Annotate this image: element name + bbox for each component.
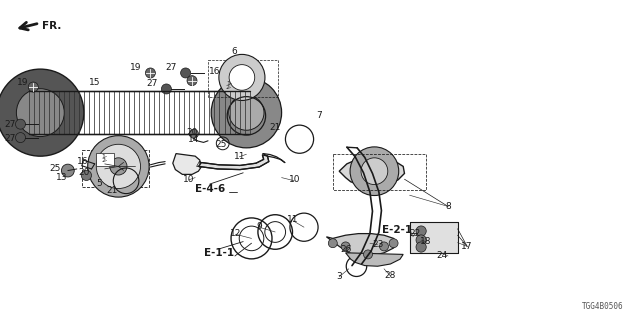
Circle shape	[28, 82, 38, 92]
Bar	[29, 91, 250, 134]
Text: 19: 19	[130, 63, 141, 72]
Text: E-4-6: E-4-6	[195, 184, 225, 194]
Circle shape	[229, 65, 255, 90]
Text: 18: 18	[420, 237, 431, 246]
Circle shape	[180, 68, 191, 78]
Circle shape	[0, 69, 84, 156]
Polygon shape	[198, 155, 269, 170]
Circle shape	[88, 136, 149, 197]
Text: 20: 20	[79, 168, 90, 177]
Text: 4: 4	[196, 161, 201, 170]
Circle shape	[61, 164, 74, 177]
Text: 10: 10	[183, 175, 195, 184]
Circle shape	[328, 239, 337, 248]
Text: E-2-1: E-2-1	[381, 225, 412, 236]
Circle shape	[361, 158, 388, 185]
Text: E-1-1: E-1-1	[204, 248, 234, 258]
Circle shape	[96, 144, 141, 188]
Text: 19: 19	[17, 78, 28, 87]
Circle shape	[389, 239, 398, 248]
Text: 21: 21	[269, 124, 281, 132]
Text: 26: 26	[340, 245, 351, 254]
Text: 23: 23	[372, 240, 383, 249]
Circle shape	[81, 170, 92, 180]
Bar	[410, 222, 458, 253]
Bar	[96, 153, 114, 166]
Circle shape	[17, 89, 64, 137]
Text: 27: 27	[4, 120, 15, 129]
Circle shape	[15, 119, 26, 129]
Circle shape	[211, 77, 282, 148]
Text: TGG4B0506: TGG4B0506	[582, 302, 624, 311]
Circle shape	[161, 84, 172, 94]
Text: 11: 11	[234, 152, 245, 161]
Text: 1-: 1-	[101, 154, 108, 159]
Text: 17: 17	[461, 242, 473, 251]
Polygon shape	[173, 154, 202, 174]
Bar	[208, 60, 278, 97]
Text: 2-: 2-	[226, 85, 232, 90]
Text: 16: 16	[209, 68, 220, 76]
Text: 6: 6	[232, 47, 237, 56]
Text: 22: 22	[409, 229, 420, 238]
Text: 21: 21	[106, 186, 118, 195]
Text: 1-: 1-	[226, 81, 232, 86]
Circle shape	[145, 68, 156, 78]
Text: 27: 27	[166, 63, 177, 72]
Text: 10: 10	[289, 175, 300, 184]
Text: 13: 13	[56, 173, 68, 182]
Circle shape	[15, 132, 26, 143]
Text: 12: 12	[230, 229, 241, 238]
Text: 5: 5	[97, 179, 102, 188]
Circle shape	[110, 158, 127, 175]
Circle shape	[229, 95, 264, 130]
Polygon shape	[339, 157, 404, 186]
Bar	[82, 150, 149, 187]
Text: 7: 7	[316, 111, 321, 120]
Polygon shape	[346, 253, 403, 266]
Text: 24: 24	[436, 252, 447, 260]
Circle shape	[187, 76, 197, 86]
Text: 25: 25	[49, 164, 61, 173]
Circle shape	[189, 129, 198, 138]
Polygon shape	[326, 234, 397, 256]
Text: 28: 28	[385, 271, 396, 280]
Text: 20: 20	[186, 128, 198, 137]
Text: 8: 8	[445, 202, 451, 211]
Text: 2-: 2-	[101, 158, 108, 163]
Circle shape	[416, 242, 426, 252]
Circle shape	[416, 226, 426, 236]
Text: FR.: FR.	[42, 21, 61, 31]
Text: 14: 14	[188, 135, 199, 144]
Bar	[333, 154, 426, 190]
Circle shape	[350, 147, 399, 196]
Text: 27: 27	[4, 134, 15, 143]
Circle shape	[219, 54, 265, 100]
Circle shape	[364, 250, 372, 259]
Text: 27: 27	[147, 79, 158, 88]
Text: 11: 11	[287, 215, 299, 224]
Text: 9: 9	[257, 222, 262, 231]
Circle shape	[380, 242, 388, 251]
Circle shape	[346, 256, 367, 276]
Text: 3: 3	[337, 272, 342, 281]
Circle shape	[341, 242, 350, 251]
Circle shape	[416, 235, 426, 245]
Text: 15: 15	[89, 78, 100, 87]
Text: 25: 25	[215, 140, 227, 149]
Text: 16: 16	[77, 157, 89, 166]
